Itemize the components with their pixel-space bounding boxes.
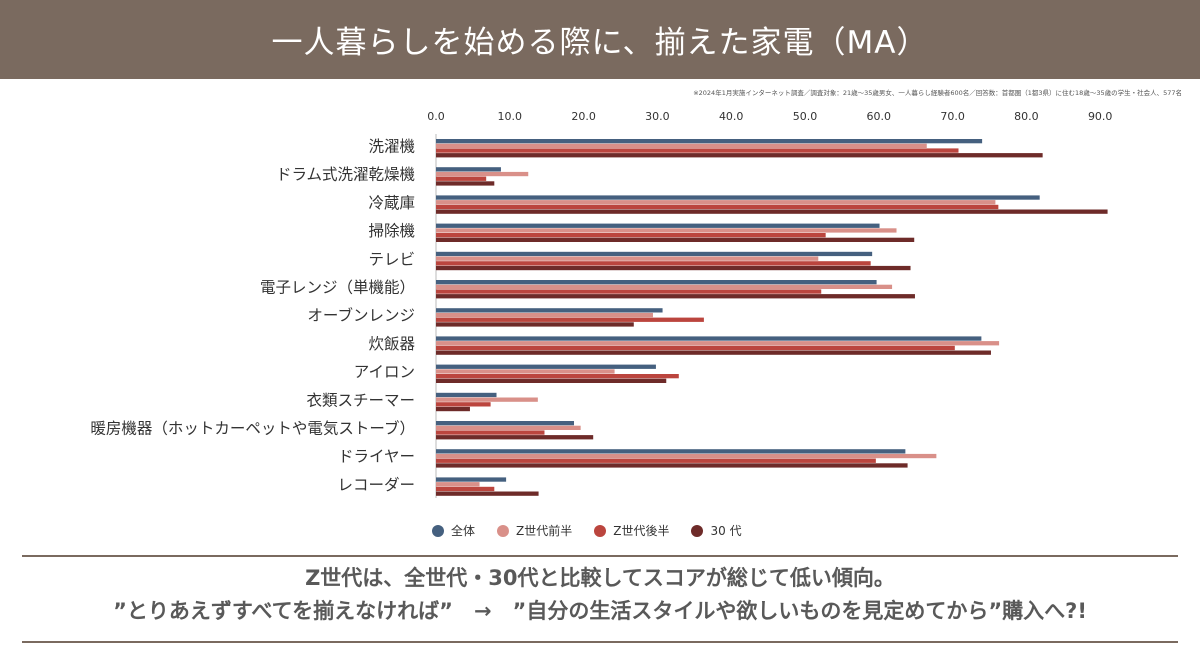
x-tick-label: 70.0 xyxy=(940,110,965,123)
x-tick-label: 50.0 xyxy=(793,110,818,123)
category-label: オーブンレンジ xyxy=(307,306,415,325)
bar xyxy=(436,453,937,459)
bar xyxy=(436,209,1108,214)
legend-swatch-z-early xyxy=(497,524,510,537)
bar xyxy=(436,204,999,210)
legend-swatch-all xyxy=(432,524,444,537)
category-label: ドライヤー xyxy=(338,448,415,466)
bar xyxy=(436,265,911,271)
divider-top xyxy=(22,555,1178,557)
x-tick-label: 30.0 xyxy=(645,110,670,123)
legend-swatch-z-late xyxy=(594,524,607,537)
bar xyxy=(436,200,996,205)
legend-label-z-late: Z世代後半 xyxy=(613,524,670,538)
bar xyxy=(436,195,1040,200)
category-label: 衣類スチーマー xyxy=(306,391,415,409)
bar xyxy=(436,312,653,318)
bar xyxy=(436,317,704,322)
bar xyxy=(436,143,927,148)
category-label: 洗濯機 xyxy=(368,138,415,156)
category-label: レコーダー xyxy=(337,476,415,494)
legend-item-30s: 30 代 xyxy=(691,522,742,539)
bar xyxy=(436,374,679,379)
x-tick-label: 60.0 xyxy=(867,110,892,123)
bar xyxy=(436,406,470,412)
bar xyxy=(436,378,667,383)
bar xyxy=(436,171,529,177)
bar xyxy=(436,463,908,468)
bar xyxy=(436,294,915,299)
bar-chart: 0.0 10.0 20.0 30.0 40.0 50.0 60.0 70.0 80.0 90.0 洗… xyxy=(90,110,1113,498)
bar xyxy=(436,369,615,374)
bar xyxy=(436,341,1000,346)
bar xyxy=(436,421,575,426)
bar xyxy=(436,153,1043,158)
bar xyxy=(436,435,594,440)
bar xyxy=(436,364,656,369)
category-label: 電子レンジ（単機能） xyxy=(260,279,415,297)
chart-legend: 全体 Z世代前半 Z世代後半 30 代 xyxy=(432,522,742,539)
bar xyxy=(436,167,501,172)
legend-label-30s: 30 代 xyxy=(710,524,742,538)
category-label: 掃除機 xyxy=(368,222,415,240)
bar xyxy=(436,482,480,487)
bar xyxy=(436,289,822,294)
bar xyxy=(436,148,959,153)
page-title: 一人暮らしを始める際に、揃えた家電（MA） xyxy=(271,25,929,61)
bar xyxy=(436,392,497,398)
bar xyxy=(436,397,538,402)
bar xyxy=(436,261,871,266)
bar xyxy=(436,176,487,181)
legend-label-z-early: Z世代前半 xyxy=(516,524,573,538)
bar xyxy=(436,345,955,351)
category-label: アイロン xyxy=(354,363,415,381)
x-tick-label: 80.0 xyxy=(1014,110,1039,123)
x-tick-label: 90.0 xyxy=(1088,110,1113,123)
bar xyxy=(436,233,826,238)
category-label: 冷蔵庫 xyxy=(368,194,415,212)
bar xyxy=(436,256,819,261)
bar xyxy=(436,430,545,435)
bar xyxy=(436,336,982,341)
bar xyxy=(436,251,873,257)
bar xyxy=(436,402,491,407)
legend-swatch-30s xyxy=(691,524,704,537)
x-tick-label: 10.0 xyxy=(498,110,523,123)
category-label: テレビ xyxy=(368,250,415,268)
category-label: 炊飯器 xyxy=(368,335,415,353)
x-tick-label: 20.0 xyxy=(571,110,596,123)
bar xyxy=(436,491,539,496)
bar xyxy=(436,350,991,355)
legend-label-all: 全体 xyxy=(451,524,476,538)
legend-item-z-early: Z世代前半 xyxy=(497,522,572,539)
conclusion-box: Z世代は、全世代・30代と比較してスコアが総じて低い傾向。 ”とりあえずすべてを… xyxy=(22,562,1178,628)
legend-item-z-late: Z世代後半 xyxy=(594,522,669,539)
bar xyxy=(436,458,876,463)
bar xyxy=(436,139,983,144)
bar xyxy=(436,322,634,327)
bar xyxy=(436,181,495,186)
x-tick-label: 0.0 xyxy=(427,110,445,123)
bar xyxy=(436,425,581,430)
bar xyxy=(436,449,906,454)
bar xyxy=(436,280,877,285)
category-label: 暖房機器（ホットカーペットや電気ストーブ） xyxy=(90,419,415,438)
category-label: ドラム式洗濯乾燥機 xyxy=(276,166,415,184)
title-banner: 一人暮らしを始める際に、揃えた家電（MA） xyxy=(0,0,1200,79)
bar xyxy=(436,308,663,313)
bar xyxy=(436,284,893,289)
survey-note: ※2024年1月実施インターネット調査／調査対象：21歳～35歳男女、一人暮らし… xyxy=(693,89,1182,97)
bar xyxy=(436,223,880,228)
bar xyxy=(436,477,507,482)
conclusion-line-1: Z世代は、全世代・30代と比較してスコアが総じて低い傾向。 xyxy=(305,566,895,590)
divider-bottom xyxy=(22,641,1178,643)
conclusion-line-2: ”とりあえずすべてを揃えなければ” → ”自分の生活スタイルや欲しいものを見定め… xyxy=(113,599,1087,623)
x-tick-label: 40.0 xyxy=(719,110,744,123)
bar xyxy=(436,237,915,242)
legend-item-all: 全体 xyxy=(432,522,475,539)
bar xyxy=(436,228,897,233)
bar xyxy=(436,486,495,492)
